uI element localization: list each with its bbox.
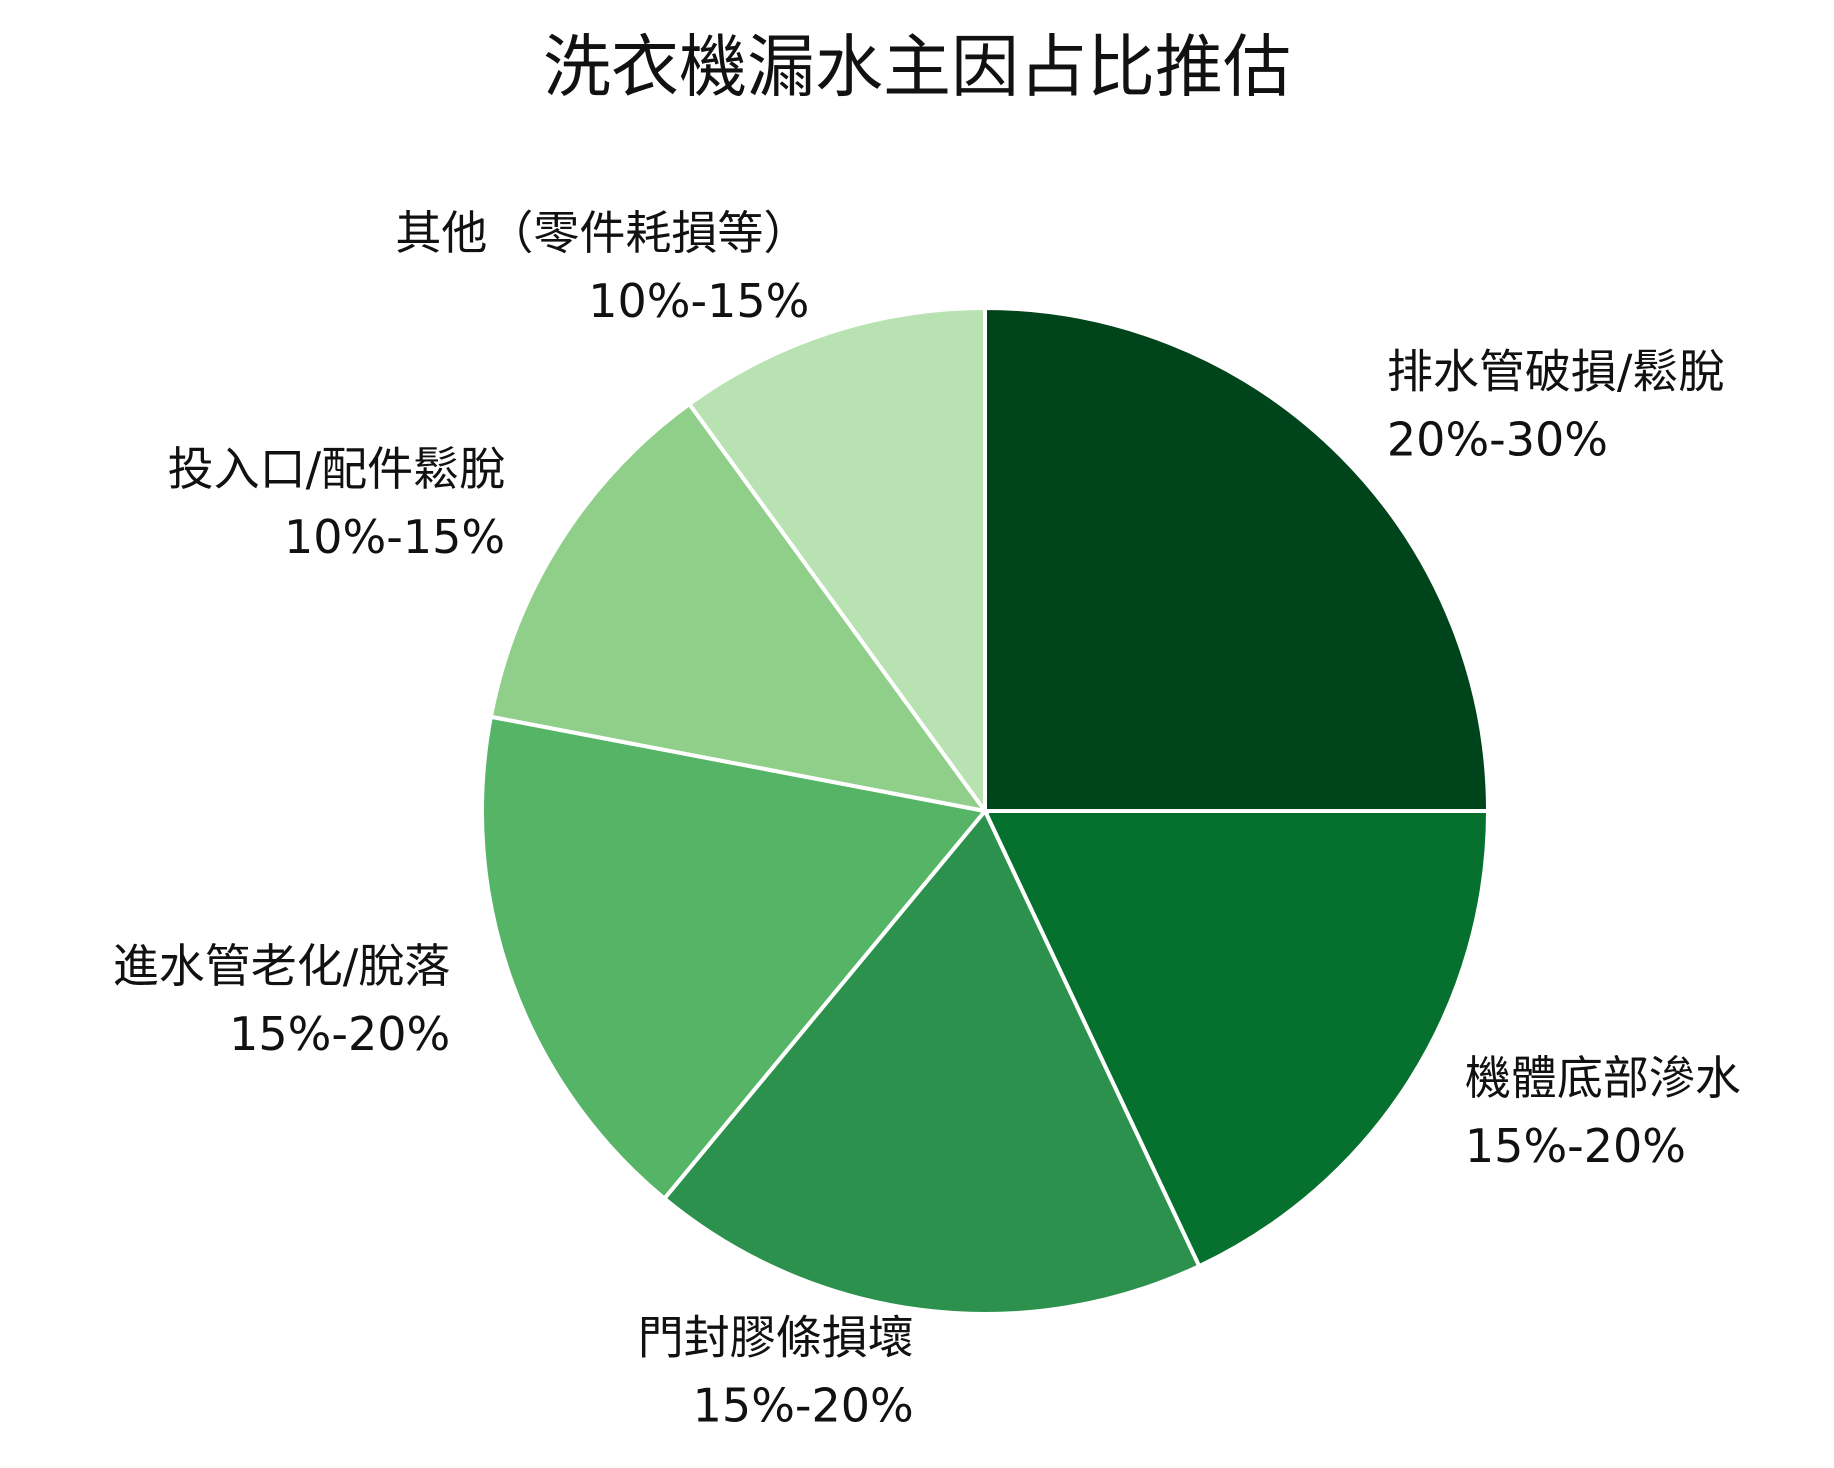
- slice-label: 其他（零件耗損等）: [395, 206, 809, 260]
- slice-value-label: 15%-20%: [693, 1378, 914, 1432]
- pie-slice: [488, 401, 990, 814]
- slice-label: 投入口/配件鬆脫: [168, 442, 506, 496]
- slice-label: 門封膠條損壞: [638, 1310, 914, 1364]
- slice-label: 進水管老化/脫落: [113, 939, 451, 993]
- pie-slice: [661, 807, 1202, 1317]
- pie-slice: [981, 809, 1491, 1269]
- slice-label: 排水管破損/鬆脫: [1387, 345, 1725, 399]
- slice-value-label: 15%-20%: [1465, 1119, 1686, 1173]
- pie-slice: [983, 305, 1491, 813]
- pie-slice: [686, 305, 987, 818]
- chart-title: 洗衣機漏水主因占比推估: [543, 29, 1291, 108]
- slice-value-label: 10%-15%: [588, 274, 809, 328]
- pie-slice: [480, 714, 989, 1202]
- slice-label: 機體底部滲水: [1465, 1051, 1741, 1105]
- slice-value-label: 10%-15%: [284, 510, 505, 564]
- slice-value-label: 15%-20%: [229, 1007, 450, 1061]
- slice-value-label: 20%-30%: [1387, 413, 1608, 467]
